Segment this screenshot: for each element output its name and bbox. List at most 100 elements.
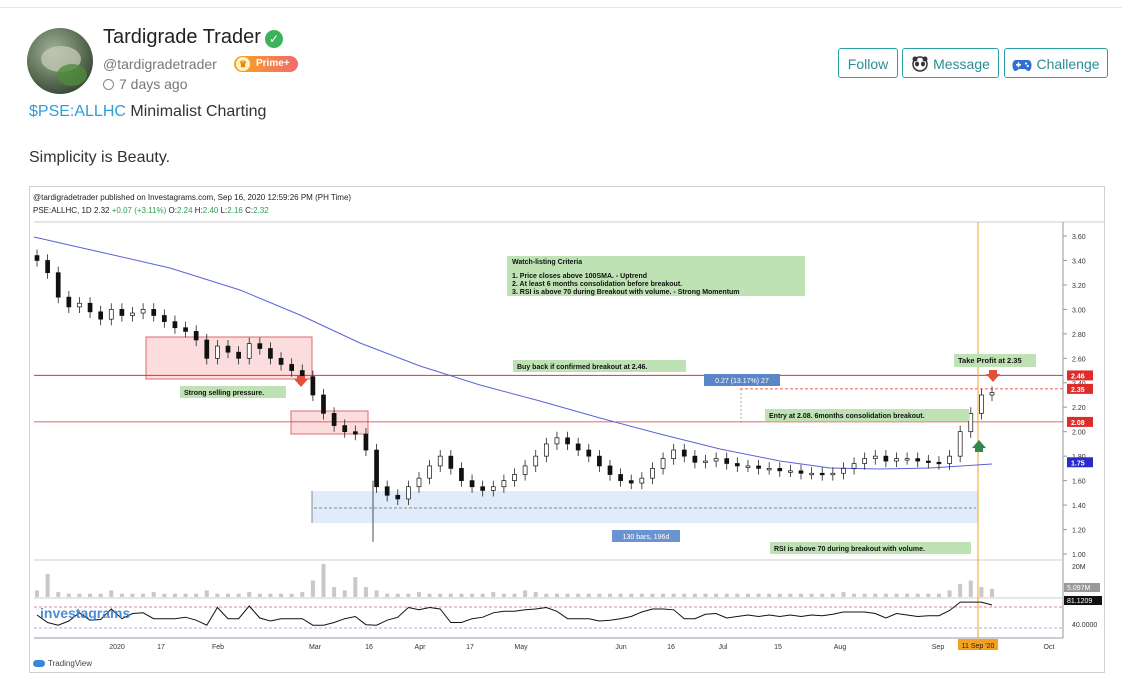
candle bbox=[947, 455, 952, 464]
volume-bar bbox=[151, 592, 156, 597]
selling-note: Strong selling pressure. bbox=[184, 390, 264, 397]
candle bbox=[183, 327, 188, 332]
volume-bar bbox=[332, 587, 337, 597]
volume-bar bbox=[183, 593, 188, 597]
message-button[interactable]: Message bbox=[902, 48, 999, 78]
volume-bar bbox=[661, 593, 666, 597]
clock-icon bbox=[103, 79, 114, 90]
x-tick-label: Feb bbox=[212, 644, 224, 651]
crown-icon: ♛ bbox=[236, 57, 250, 71]
rsi-note-box bbox=[770, 542, 971, 554]
candle bbox=[406, 486, 411, 500]
volume-bar bbox=[714, 593, 719, 597]
post-body: Simplicity is Beauty. bbox=[29, 149, 171, 166]
gamepad-icon bbox=[1012, 52, 1032, 82]
volume-bar bbox=[77, 593, 82, 597]
x-tick-label: Mar bbox=[309, 644, 322, 651]
post-title-text: Minimalist Charting bbox=[130, 103, 267, 120]
candle bbox=[172, 321, 178, 329]
user-name[interactable]: Tardigrade Trader bbox=[103, 26, 261, 48]
volume-bar bbox=[300, 592, 305, 597]
volume-bar bbox=[703, 593, 708, 597]
volume-bar bbox=[608, 593, 612, 597]
candle bbox=[734, 463, 740, 467]
volume-bar bbox=[777, 593, 782, 597]
candle bbox=[798, 470, 804, 474]
candle bbox=[681, 449, 687, 457]
candle bbox=[45, 260, 50, 274]
volume-bar bbox=[470, 593, 475, 597]
volume-bar bbox=[554, 593, 559, 597]
volume-bar bbox=[565, 593, 570, 597]
volume-bar bbox=[172, 593, 177, 597]
y-tick-label: 1.00 bbox=[1072, 552, 1086, 559]
candle bbox=[257, 343, 263, 349]
selling-note-box bbox=[180, 386, 286, 398]
volume-bar bbox=[947, 590, 952, 597]
price-tag-label: 2.35 bbox=[1071, 387, 1085, 394]
watchlist-item-1: 1. Price closes above 100SMA. - Uptrend bbox=[512, 273, 647, 280]
ohlc-low: 2.16 bbox=[227, 206, 243, 215]
published-line: @tardigradetrader published on Investagr… bbox=[33, 193, 352, 202]
candle bbox=[777, 468, 783, 472]
x-tick-label: Jul bbox=[719, 644, 728, 651]
tradingview-logo: TradingView bbox=[33, 659, 92, 668]
post-time: 7 days ago bbox=[103, 76, 188, 92]
volume-bar bbox=[289, 593, 294, 597]
y-tick-label: 3.20 bbox=[1072, 283, 1086, 290]
candle bbox=[788, 470, 793, 473]
volume-bar bbox=[830, 593, 835, 597]
candle bbox=[66, 296, 72, 308]
candle bbox=[628, 480, 634, 484]
volume-bar bbox=[979, 587, 984, 597]
volume-bar bbox=[247, 592, 252, 597]
candle bbox=[331, 412, 337, 426]
price-tag bbox=[1067, 370, 1093, 381]
price-tag bbox=[1067, 457, 1093, 468]
volume-bar bbox=[109, 590, 114, 597]
candle bbox=[692, 455, 698, 463]
volume-bar bbox=[501, 593, 506, 597]
candle bbox=[533, 455, 539, 467]
candle bbox=[268, 348, 273, 359]
measure-label: 0.27 (13.17%) 27 bbox=[715, 378, 769, 385]
volume-bar bbox=[374, 590, 379, 597]
volume-bar bbox=[448, 593, 453, 597]
volume-bar bbox=[427, 593, 432, 597]
price-tag bbox=[1067, 416, 1093, 427]
volume-bar bbox=[597, 593, 602, 597]
volume-bar bbox=[342, 590, 347, 597]
volume-bar bbox=[756, 593, 761, 597]
x-tick-label: 16 bbox=[365, 644, 373, 651]
y-tick-label: 3.40 bbox=[1072, 258, 1086, 265]
candle bbox=[830, 472, 836, 476]
candle bbox=[310, 376, 316, 396]
take-profit-arrow-icon bbox=[986, 370, 1000, 382]
candle bbox=[650, 468, 655, 479]
candle bbox=[968, 412, 974, 433]
follow-button[interactable]: Follow bbox=[838, 48, 898, 78]
volume-bar bbox=[141, 593, 146, 597]
x-tick-label: 16 bbox=[667, 644, 675, 651]
user-avatar[interactable] bbox=[27, 28, 93, 94]
y-tick-label: 2.60 bbox=[1072, 356, 1086, 363]
tradingview-label: TradingView bbox=[48, 659, 93, 668]
prime-badge-label: Prime+ bbox=[256, 58, 290, 69]
challenge-button[interactable]: Challenge bbox=[1004, 48, 1108, 78]
breakdown-zone-box bbox=[290, 410, 369, 435]
ticker-link[interactable]: $PSE:ALLHC bbox=[29, 103, 126, 120]
candle bbox=[756, 465, 761, 469]
volume-bar bbox=[682, 593, 687, 597]
candle bbox=[925, 460, 931, 463]
symbol-line: PSE:ALLHC, 1D 2.32 +0.07 (+3.11%) O:2.24… bbox=[33, 206, 269, 215]
volume-bar bbox=[459, 593, 464, 597]
volume-bar bbox=[523, 590, 528, 597]
y-tick-label: 1.60 bbox=[1072, 479, 1086, 486]
candle bbox=[215, 345, 220, 359]
volume-bar bbox=[799, 593, 803, 597]
x-tick-label: Jun bbox=[615, 644, 626, 651]
panda-icon bbox=[911, 52, 929, 82]
x-tick-label: 15 bbox=[774, 644, 782, 651]
volume-bar bbox=[162, 593, 167, 597]
top-divider bbox=[0, 7, 1122, 8]
